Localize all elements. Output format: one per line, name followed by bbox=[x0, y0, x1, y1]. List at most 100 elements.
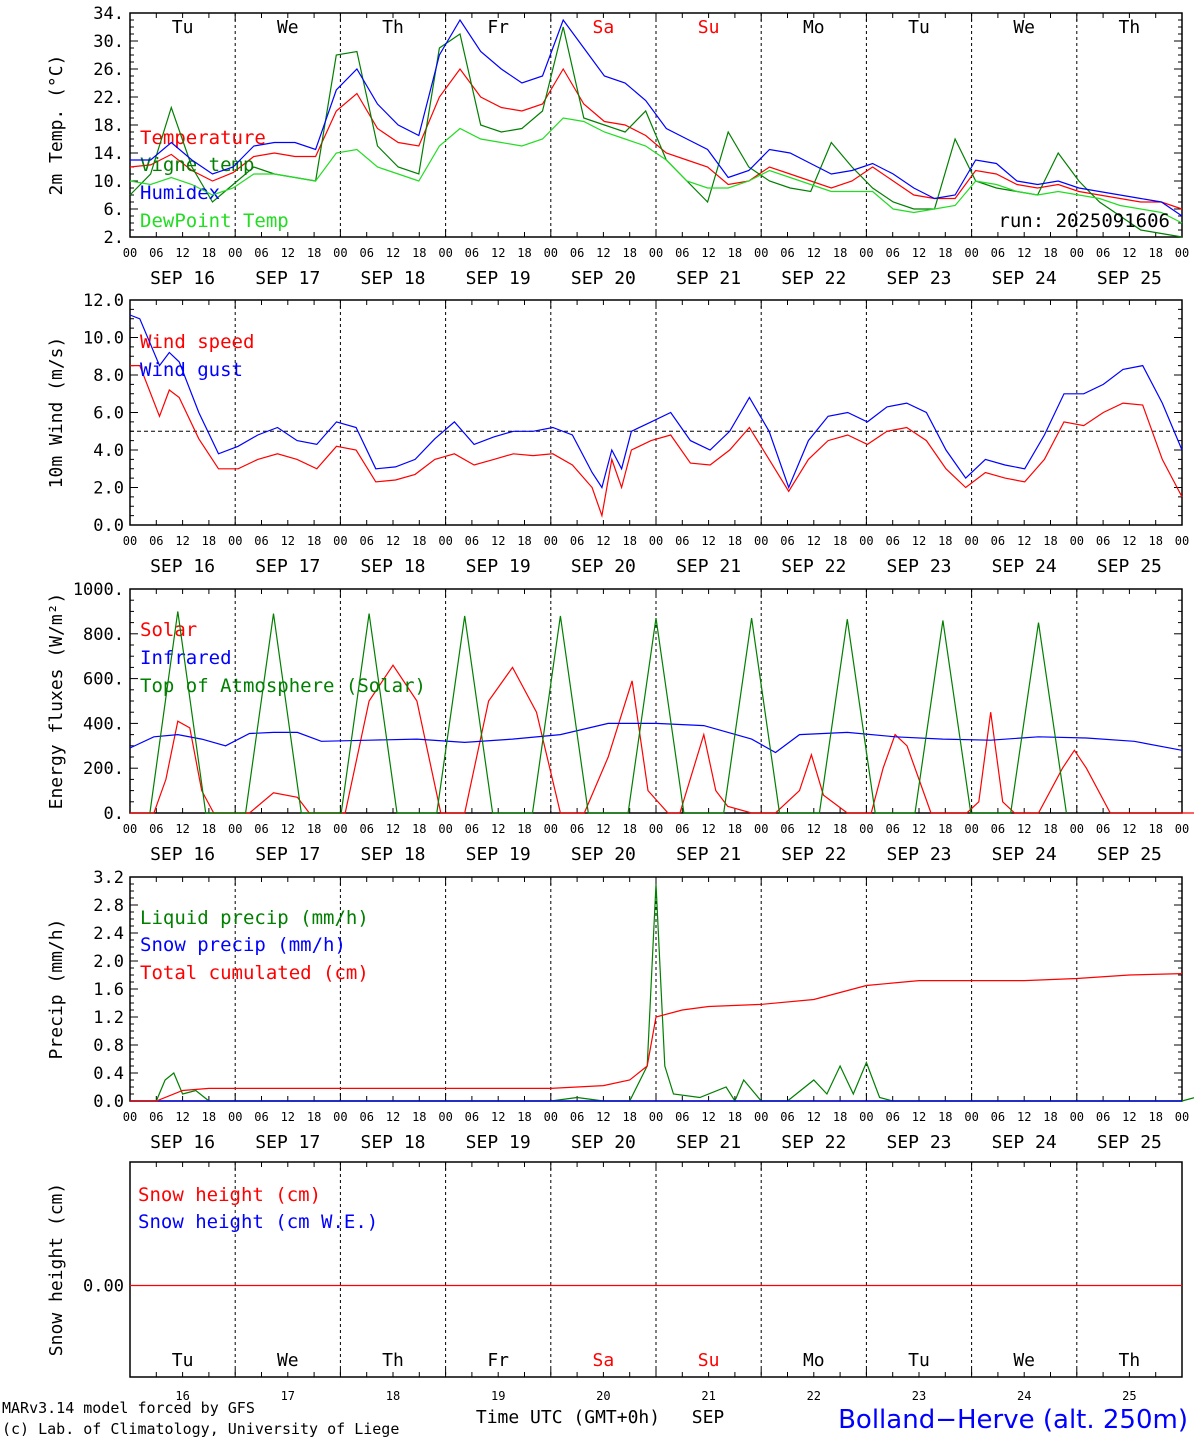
y-tick-label: 22. bbox=[93, 88, 124, 108]
hour-tick-label: 00 bbox=[438, 1110, 452, 1124]
day-name-bottom: Su bbox=[698, 1350, 720, 1371]
hour-tick-label: 06 bbox=[885, 1110, 899, 1124]
hour-tick-label: 06 bbox=[991, 534, 1005, 548]
hour-tick-label: 06 bbox=[570, 822, 584, 836]
hour-tick-label: 00 bbox=[228, 1110, 242, 1124]
hour-tick-label: 18 bbox=[412, 246, 426, 260]
series-line-wind-gust bbox=[129, 314, 1183, 490]
legend-infrared: Infrared bbox=[140, 647, 232, 669]
date-label: SEP 24 bbox=[992, 844, 1057, 865]
hour-tick-label: 18 bbox=[728, 822, 742, 836]
legend-wind-speed: Wind speed bbox=[140, 331, 254, 353]
date-label: SEP 19 bbox=[466, 844, 531, 865]
day-name-top: Mo bbox=[803, 17, 825, 38]
hour-tick-label: 12 bbox=[807, 822, 821, 836]
hour-tick-label: 06 bbox=[254, 1110, 268, 1124]
series-line-infrared bbox=[129, 722, 1183, 754]
hour-tick-label: 00 bbox=[1175, 1110, 1189, 1124]
date-label: SEP 22 bbox=[781, 556, 846, 577]
hour-tick-label: 18 bbox=[728, 246, 742, 260]
hour-tick-label: 06 bbox=[254, 246, 268, 260]
hour-tick-label: 18 bbox=[833, 1110, 847, 1124]
hour-tick-label: 06 bbox=[149, 246, 163, 260]
date-label: SEP 25 bbox=[1097, 268, 1162, 289]
hour-tick-label: 06 bbox=[780, 534, 794, 548]
y-tick-label: 200. bbox=[83, 759, 124, 779]
date-label: SEP 25 bbox=[1097, 1132, 1162, 1153]
hour-tick-label: 12 bbox=[1122, 534, 1136, 548]
y-axis-label: Snow height (cm) bbox=[46, 1183, 67, 1356]
hour-tick-label: 12 bbox=[491, 822, 505, 836]
y-tick-label: 0.00 bbox=[83, 1277, 124, 1297]
hour-tick-label: 06 bbox=[465, 534, 479, 548]
hour-tick-label: 18 bbox=[833, 534, 847, 548]
hour-tick-label: 18 bbox=[307, 1110, 321, 1124]
y-tick-label: 2.0 bbox=[93, 479, 124, 499]
hour-tick-label: 12 bbox=[596, 822, 610, 836]
series-line-solar bbox=[130, 664, 1194, 814]
x-axis-title: Time UTC (GMT+0h) bbox=[476, 1407, 660, 1428]
hour-tick-label: 06 bbox=[675, 534, 689, 548]
hour-tick-label: 00 bbox=[754, 246, 768, 260]
date-label: SEP 21 bbox=[676, 556, 741, 577]
day-name-top: Fr bbox=[487, 17, 509, 38]
date-label: SEP 20 bbox=[571, 556, 636, 577]
hour-tick-label: 18 bbox=[1148, 822, 1162, 836]
day-number: 23 bbox=[912, 1389, 926, 1403]
date-label: SEP 24 bbox=[992, 1132, 1057, 1153]
date-label: SEP 17 bbox=[255, 1132, 320, 1153]
date-label: SEP 16 bbox=[150, 556, 215, 577]
hour-tick-label: 00 bbox=[544, 246, 558, 260]
legend-dewpoint-temp: DewPoint Temp bbox=[140, 210, 289, 232]
hour-tick-label: 12 bbox=[281, 822, 295, 836]
day-number: 20 bbox=[596, 1389, 610, 1403]
hour-tick-label: 12 bbox=[491, 534, 505, 548]
hour-tick-label: 12 bbox=[386, 246, 400, 260]
hour-tick-label: 00 bbox=[1070, 246, 1084, 260]
legend-solar: Solar bbox=[140, 619, 197, 641]
date-label: SEP 21 bbox=[676, 1132, 741, 1153]
hour-tick-label: 18 bbox=[622, 534, 636, 548]
hour-tick-label: 06 bbox=[359, 534, 373, 548]
station-name: Bolland−Herve (alt. 250m) bbox=[838, 1405, 1188, 1435]
hour-tick-label: 18 bbox=[1148, 534, 1162, 548]
date-label: SEP 16 bbox=[150, 268, 215, 289]
hour-tick-label: 06 bbox=[465, 822, 479, 836]
footer-model: MARv3.14 model forced by GFS bbox=[2, 1399, 255, 1417]
day-number: 25 bbox=[1122, 1389, 1136, 1403]
date-label: SEP 17 bbox=[255, 556, 320, 577]
hour-tick-label: 12 bbox=[281, 1110, 295, 1124]
hour-tick-label: 06 bbox=[885, 246, 899, 260]
y-tick-label: 0.0 bbox=[93, 516, 124, 536]
hour-tick-label: 00 bbox=[123, 534, 137, 548]
hour-tick-label: 12 bbox=[175, 822, 189, 836]
day-name-top: We bbox=[277, 17, 299, 38]
hour-tick-label: 06 bbox=[1096, 1110, 1110, 1124]
hour-tick-label: 12 bbox=[1017, 534, 1031, 548]
series-line-wind-speed bbox=[130, 365, 1183, 518]
hour-tick-label: 12 bbox=[491, 246, 505, 260]
hour-tick-label: 06 bbox=[675, 822, 689, 836]
hour-tick-label: 06 bbox=[359, 1110, 373, 1124]
hour-tick-label: 06 bbox=[465, 246, 479, 260]
hour-tick-label: 00 bbox=[123, 822, 137, 836]
series-line-humidex bbox=[130, 18, 1183, 217]
y-tick-label: 0. bbox=[104, 804, 124, 824]
y-tick-label: 18. bbox=[93, 116, 124, 136]
date-label: SEP 16 bbox=[150, 844, 215, 865]
hour-tick-label: 18 bbox=[622, 1110, 636, 1124]
hour-tick-label: 12 bbox=[596, 534, 610, 548]
footer-credit: (c) Lab. of Climatology, University of L… bbox=[2, 1420, 399, 1438]
date-label: SEP 18 bbox=[360, 268, 425, 289]
y-tick-label: 6. bbox=[104, 200, 124, 220]
hour-tick-label: 06 bbox=[1096, 822, 1110, 836]
hour-tick-label: 12 bbox=[912, 1110, 926, 1124]
hour-tick-label: 18 bbox=[202, 1110, 216, 1124]
day-name-bottom: Th bbox=[382, 1350, 404, 1371]
day-name-bottom: Fr bbox=[487, 1350, 509, 1371]
hour-tick-label: 00 bbox=[754, 534, 768, 548]
hour-tick-label: 18 bbox=[202, 534, 216, 548]
day-number: 24 bbox=[1017, 1389, 1031, 1403]
hour-tick-label: 12 bbox=[807, 1110, 821, 1124]
